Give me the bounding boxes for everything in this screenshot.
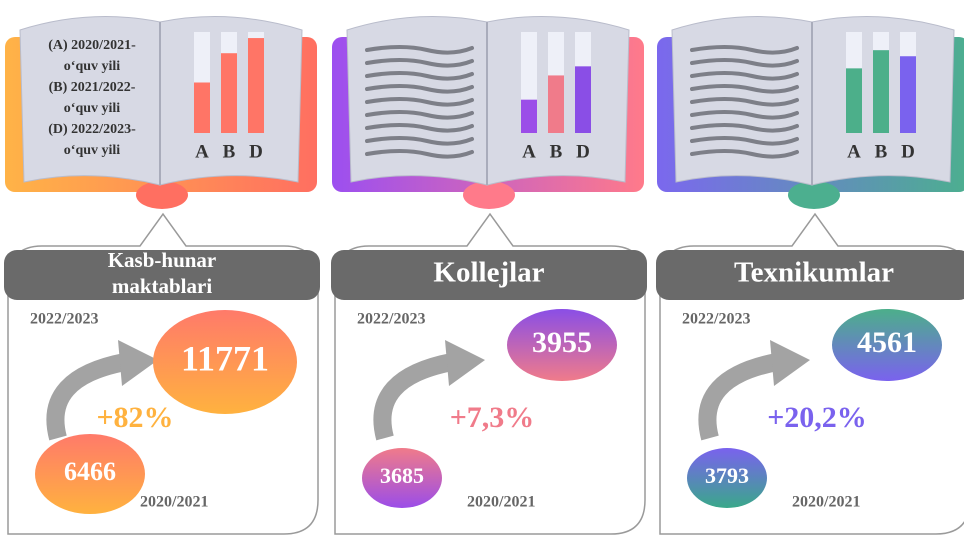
- year-label: 2020/2021: [467, 494, 535, 511]
- bar: [900, 56, 916, 133]
- legend-text: (B) 2021/2022-: [49, 80, 136, 95]
- text-line: [690, 110, 799, 120]
- earliest-bubble: [35, 434, 145, 514]
- bar-label: D: [576, 141, 590, 162]
- year-label: 2022/2023: [357, 311, 425, 328]
- text-line: [365, 45, 474, 55]
- text-line: [365, 58, 474, 68]
- earliest-value: 6466: [64, 457, 116, 486]
- panel: A B D Texnikumlar 2022/2023 4561 +20,2% 3793 202…: [656, 16, 964, 535]
- latest-value: 11771: [181, 338, 269, 378]
- latest-value: 3955: [532, 326, 592, 359]
- year-label: 2022/2023: [30, 311, 98, 328]
- panel: A B D Kollejlar 2022/2023 3955 +7,3% 3685 2020/2…: [331, 16, 647, 535]
- bar: [221, 53, 237, 133]
- year-label: 2020/2021: [140, 494, 208, 511]
- text-line: [365, 149, 474, 159]
- legend-text: o‘quv yili: [64, 143, 121, 158]
- legend-text: o‘quv yili: [64, 101, 121, 116]
- arrow-head: [118, 340, 158, 386]
- book-tab: [463, 181, 515, 209]
- text-line: [365, 136, 474, 146]
- bar-label: D: [901, 141, 915, 162]
- bar: [521, 99, 537, 133]
- arrow-head: [770, 340, 810, 386]
- bar-label: D: [249, 141, 263, 162]
- bar-label: B: [875, 141, 888, 162]
- earliest-value: 3685: [380, 463, 424, 488]
- text-line: [690, 58, 799, 68]
- arrow: [373, 353, 454, 441]
- title-bar: [656, 250, 964, 300]
- arrow: [698, 353, 779, 441]
- bar-label: A: [195, 141, 209, 162]
- bar-label: A: [847, 141, 861, 162]
- bar-label: A: [522, 141, 536, 162]
- text-line: [690, 149, 799, 159]
- text-line: [690, 123, 799, 133]
- bar: [194, 82, 210, 133]
- latest-bubble: [507, 309, 617, 381]
- title-bar: [331, 250, 647, 300]
- bar: [548, 75, 564, 133]
- book-tab: [788, 181, 840, 209]
- title-bar: [4, 250, 320, 300]
- text-line: [365, 110, 474, 120]
- arrow: [46, 353, 127, 441]
- bar-label: B: [550, 141, 563, 162]
- bar-label: B: [223, 141, 236, 162]
- legend-text: (D) 2022/2023-: [48, 122, 136, 137]
- change: +7,3%: [450, 401, 535, 434]
- text-line: [690, 136, 799, 146]
- legend-text: (A) 2020/2021-: [48, 38, 136, 53]
- year-label: 2020/2021: [792, 494, 860, 511]
- bar: [873, 50, 889, 133]
- text-line: [690, 45, 799, 55]
- legend-text: o‘quv yili: [64, 59, 121, 74]
- latest-bubble: [832, 309, 942, 381]
- arrow-head: [445, 340, 485, 386]
- text-line: [690, 97, 799, 107]
- title: Kasb-hunar: [108, 248, 217, 272]
- earliest-bubble: [362, 448, 442, 508]
- earliest-value: 3793: [705, 463, 749, 488]
- latest-value: 4561: [857, 326, 917, 359]
- year-label: 2022/2023: [682, 311, 750, 328]
- text-line: [365, 71, 474, 81]
- title: Texnikumlar: [734, 257, 894, 289]
- bar: [846, 68, 862, 133]
- book-tab: [136, 181, 188, 209]
- change: +20,2%: [767, 401, 867, 434]
- text-line: [365, 84, 474, 94]
- text-line: [365, 123, 474, 133]
- text-line: [690, 71, 799, 81]
- text-line: [690, 84, 799, 94]
- earliest-bubble: [687, 448, 767, 508]
- panel: (A) 2020/2021- o‘quv yili (B) 2021/2022- o‘…: [4, 16, 320, 535]
- bar: [248, 38, 264, 134]
- latest-bubble: [153, 310, 297, 414]
- title: Kollejlar: [433, 257, 544, 289]
- bar: [575, 66, 591, 133]
- text-line: [365, 97, 474, 107]
- change: +82%: [96, 401, 173, 434]
- title: maktablari: [112, 274, 213, 298]
